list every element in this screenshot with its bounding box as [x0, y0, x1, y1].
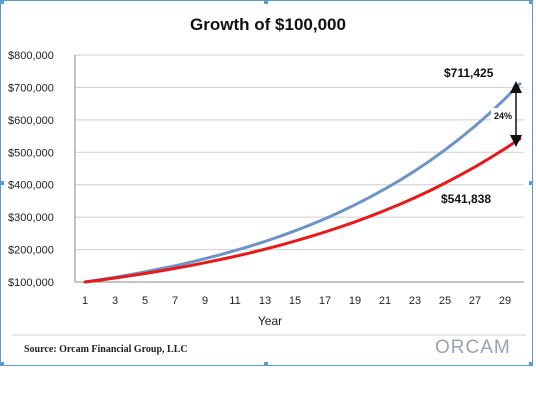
- resize-handle-top-left[interactable]: [0, 0, 4, 4]
- series-line-blue: [83, 82, 522, 284]
- difference-label-bg: [491, 108, 515, 122]
- chart-title: Growth of $100,000: [190, 15, 346, 34]
- y-tick-label: $500,000: [8, 147, 54, 159]
- x-axis-tick-labels: 1 3 5 7 9 11 13 15 17 19 21 23 25 27 29: [82, 295, 511, 307]
- resize-handle-bottom-middle[interactable]: [264, 362, 268, 366]
- series-line-red: [83, 137, 522, 284]
- x-tick-label: 9: [202, 295, 208, 307]
- y-tick-label: $700,000: [8, 82, 54, 94]
- resize-handle-left-middle[interactable]: [0, 181, 4, 185]
- x-tick-label: 27: [469, 295, 481, 307]
- x-tick-label: 17: [319, 295, 331, 307]
- resize-handle-top-right[interactable]: [529, 0, 533, 4]
- x-tick-label: 15: [289, 295, 301, 307]
- orcam-logo: ORCAM: [435, 337, 511, 358]
- x-axis-label: Year: [258, 314, 282, 328]
- resize-handle-bottom-right[interactable]: [529, 362, 533, 366]
- x-tick-label: 23: [409, 295, 421, 307]
- x-tick-label: 1: [82, 295, 88, 307]
- series-lines: [83, 82, 522, 284]
- bottom-value-label: $541,838: [441, 192, 491, 206]
- x-tick-label: 5: [142, 295, 148, 307]
- resize-handle-top-middle[interactable]: [264, 0, 268, 4]
- y-tick-label: $300,000: [8, 212, 54, 224]
- source-note: Source: Orcam Financial Group, LLC: [24, 344, 188, 355]
- y-axis-tick-labels: $100,000 $200,000 $300,000 $400,000 $500,000…: [8, 50, 54, 289]
- x-tick-label: 25: [439, 295, 451, 307]
- y-tick-label: $400,000: [8, 180, 54, 192]
- y-tick-label: $200,000: [8, 245, 54, 257]
- x-tick-label: 19: [349, 295, 361, 307]
- top-value-label: $711,425: [444, 66, 494, 80]
- x-tick-label: 13: [259, 295, 271, 307]
- y-tick-label: $100,000: [8, 277, 54, 289]
- resize-handle-right-middle[interactable]: [529, 181, 533, 185]
- x-tick-label: 11: [229, 295, 240, 307]
- x-tick-label: 3: [112, 295, 118, 307]
- x-tick-label: 7: [172, 295, 178, 307]
- y-tick-label: $600,000: [8, 115, 54, 127]
- y-tick-label: $800,000: [8, 50, 54, 62]
- resize-handle-bottom-left[interactable]: [0, 362, 4, 366]
- x-tick-label: 21: [379, 295, 391, 307]
- x-tick-label: 29: [499, 295, 511, 307]
- gridlines: [75, 54, 524, 251]
- difference-label: 24%: [494, 111, 512, 121]
